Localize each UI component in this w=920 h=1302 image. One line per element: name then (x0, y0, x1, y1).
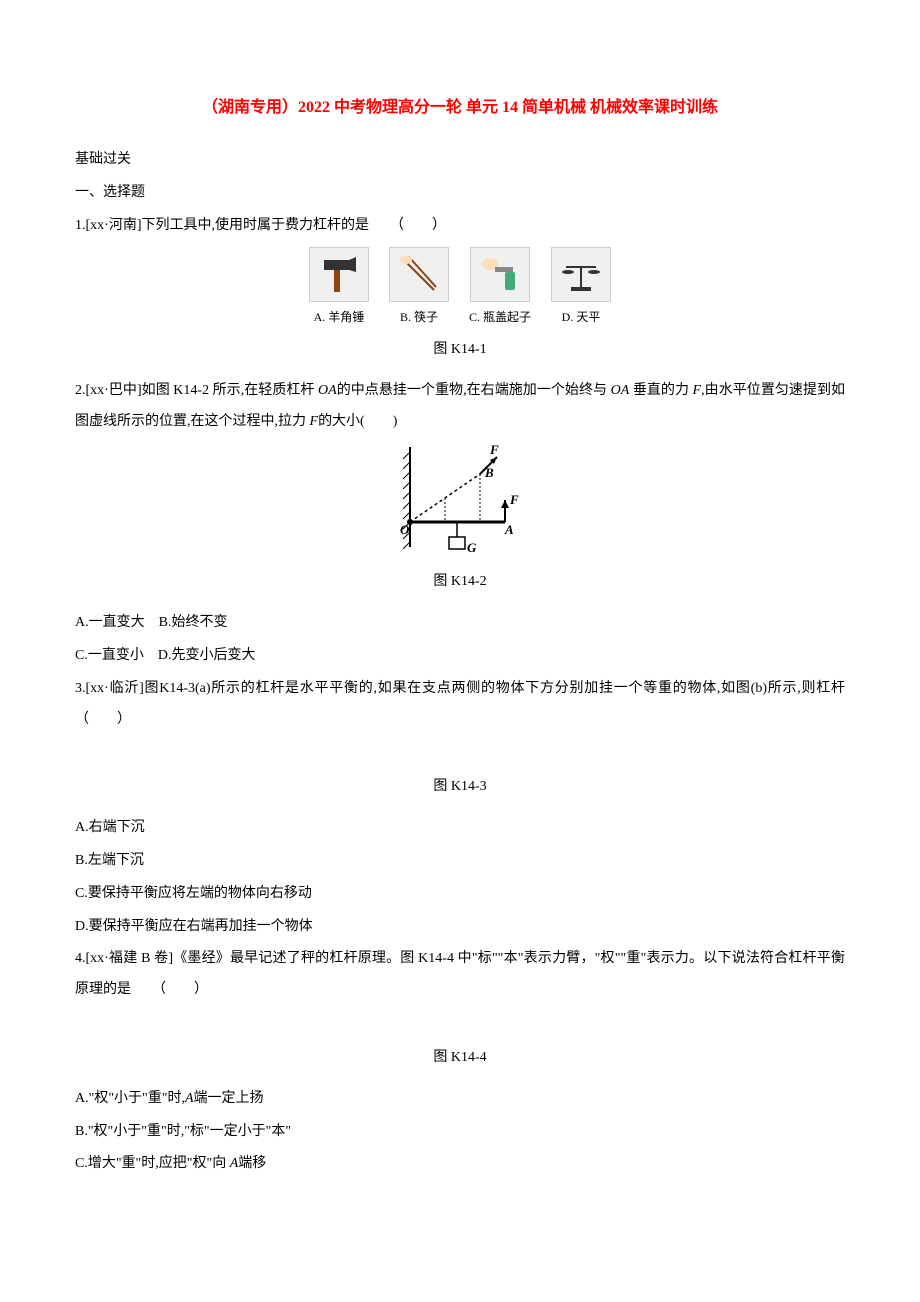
document-title: （湖南专用）2022 中考物理高分一轮 单元 14 简单机械 机械效率课时训练 (75, 90, 845, 125)
figure-1-item-b: B. 筷子 (389, 247, 449, 330)
figure-2-caption: 图 K14-2 (75, 567, 845, 598)
q4-source: [xx·福建 B 卷] (86, 951, 174, 966)
q4-text: 《墨经》最早记述了秤的杠杆原理。图 K14-4 中"标""本"表示力臂，"权""… (75, 951, 845, 997)
q2-oa1: OA (318, 383, 337, 398)
q2-mid2: 垂直的力 (629, 383, 692, 398)
q3-option-c: C.要保持平衡应将左端的物体向右移动 (75, 879, 845, 910)
svg-text:F: F (489, 442, 499, 457)
q2-option-cd: C.一直变小 D.先变小后变大 (75, 641, 845, 672)
chopsticks-image (389, 247, 449, 302)
q2-oa2: OA (611, 383, 630, 398)
svg-text:A: A (504, 522, 514, 537)
hammer-image (309, 247, 369, 302)
q4-c-suffix: 端移 (238, 1156, 266, 1171)
figure-3-caption: 图 K14-3 (75, 772, 845, 803)
q4-option-a: A."权"小于"重"时,A端一定上扬 (75, 1084, 845, 1115)
question-4: 4.[xx·福建 B 卷]《墨经》最早记述了秤的杠杆原理。图 K14-4 中"标… (75, 944, 845, 1006)
q3-option-a: A.右端下沉 (75, 813, 845, 844)
q3-source: [xx·临沂] (86, 681, 144, 696)
figure-1-row: A. 羊角锤 B. 筷子 C. 瓶盖起子 (75, 247, 845, 330)
q2-mid1: 的中点悬挂一个重物,在右端施加一个始终与 (337, 383, 611, 398)
question-2: 2.[xx·巴中]如图 K14-2 所示,在轻质杠杆 OA的中点悬挂一个重物,在… (75, 376, 845, 438)
section-part1: 一、选择题 (75, 178, 845, 209)
bottle-opener-image (470, 247, 530, 302)
balance-scale-image (551, 247, 611, 302)
figure-1-label-a: A. 羊角锤 (314, 304, 365, 330)
q4-number: 4. (75, 951, 86, 966)
q4-a-prefix: A."权"小于"重"时, (75, 1091, 185, 1106)
q2-option-ab: A.一直变大 B.始终不变 (75, 608, 845, 639)
question-1: 1.[xx·河南]下列工具中,使用时属于费力杠杆的是 （ ） (75, 211, 845, 242)
q2-text-prefix: 如图 K14-2 所示,在轻质杠杆 (142, 383, 318, 398)
section-basics: 基础过关 (75, 145, 845, 176)
q4-c-italic: A (230, 1156, 239, 1171)
q2-f2: F (310, 414, 319, 429)
figure-1-label-d: D. 天平 (562, 304, 601, 330)
question-3: 3.[xx·临沂]图K14-3(a)所示的杠杆是水平平衡的,如果在支点两侧的物体… (75, 674, 845, 736)
q3-text: 图K14-3(a)所示的杠杆是水平平衡的,如果在支点两侧的物体下方分别加挂一个等… (75, 681, 859, 727)
figure-1-item-a: A. 羊角锤 (309, 247, 369, 330)
figure-1-label-c: C. 瓶盖起子 (469, 304, 531, 330)
q3-number: 3. (75, 681, 86, 696)
q1-text: 下列工具中,使用时属于费力杠杆的是 （ ） (142, 218, 447, 233)
figure-2-container: O A B F F G (75, 442, 845, 562)
q3-option-d: D.要保持平衡应在右端再加挂一个物体 (75, 912, 845, 943)
q3-option-b: B.左端下沉 (75, 846, 845, 877)
q4-a-suffix: 端一定上扬 (194, 1091, 264, 1106)
q2-source: [xx·巴中] (86, 383, 142, 398)
svg-text:O: O (400, 522, 410, 537)
q4-option-c: C.增大"重"时,应把"权"向 A端移 (75, 1149, 845, 1180)
q4-c-prefix: C.增大"重"时,应把"权"向 (75, 1156, 230, 1171)
q2-end: 的大小( ) (318, 414, 397, 429)
lever-diagram: O A B F F G (395, 442, 525, 562)
figure-1-label-b: B. 筷子 (400, 304, 438, 330)
q2-f1: F (693, 383, 702, 398)
q4-option-b: B."权"小于"重"时,"标"一定小于"本" (75, 1117, 845, 1148)
q4-a-italic: A (185, 1091, 194, 1106)
figure-1-item-d: D. 天平 (551, 247, 611, 330)
q1-source: [xx·河南] (86, 218, 142, 233)
figure-4-caption: 图 K14-4 (75, 1043, 845, 1074)
q1-number: 1. (75, 218, 86, 233)
figure-4-placeholder (75, 1008, 845, 1038)
figure-3-placeholder (75, 737, 845, 767)
svg-text:G: G (467, 540, 477, 555)
figure-1-caption: 图 K14-1 (75, 335, 845, 366)
svg-text:F: F (509, 492, 519, 507)
q2-number: 2. (75, 383, 86, 398)
figure-1-container: A. 羊角锤 B. 筷子 C. 瓶盖起子 (75, 247, 845, 330)
figure-1-item-c: C. 瓶盖起子 (469, 247, 531, 330)
